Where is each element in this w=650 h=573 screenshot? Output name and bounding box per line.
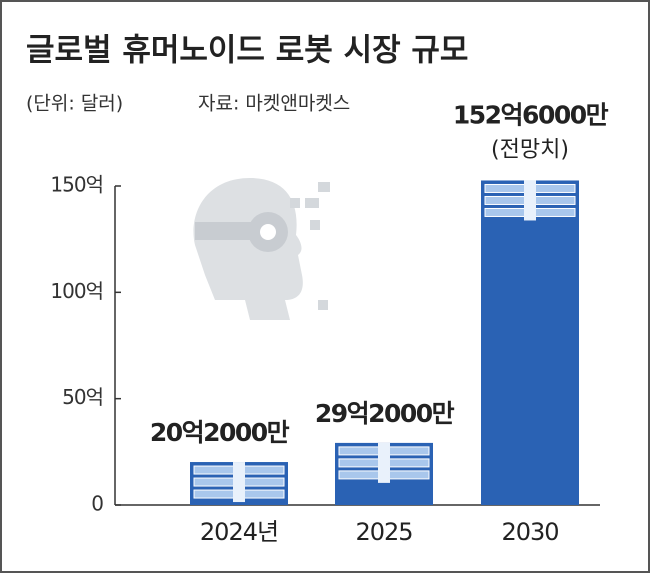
y-tick-label: 100억 bbox=[50, 279, 103, 303]
y-tick-label: 150억 bbox=[50, 173, 103, 197]
x-tick-label: 2030 bbox=[501, 518, 558, 546]
value-label: 29억2000만 bbox=[315, 399, 455, 428]
money-strap bbox=[233, 462, 245, 503]
robot-icon bbox=[193, 178, 330, 320]
value-label: 152억6000만 bbox=[453, 100, 609, 129]
x-tick-label: 2025 bbox=[355, 518, 412, 546]
money-strap bbox=[524, 180, 536, 221]
chart-source: 자료: 마켓앤마켓스 bbox=[198, 93, 350, 115]
x-tick-label: 2024년 bbox=[200, 518, 278, 546]
bar bbox=[481, 180, 579, 505]
chart-subtitle: (단위: 달러) bbox=[26, 93, 123, 115]
value-label: 20억2000만 bbox=[150, 418, 290, 447]
y-tick-label: 0 bbox=[91, 492, 103, 516]
money-strap bbox=[378, 442, 390, 483]
annotation: (전망치) bbox=[491, 137, 569, 162]
y-tick-label: 50억 bbox=[62, 385, 103, 409]
chart-title: 글로벌 휴머노이드 로봇 시장 규모 bbox=[26, 33, 468, 69]
